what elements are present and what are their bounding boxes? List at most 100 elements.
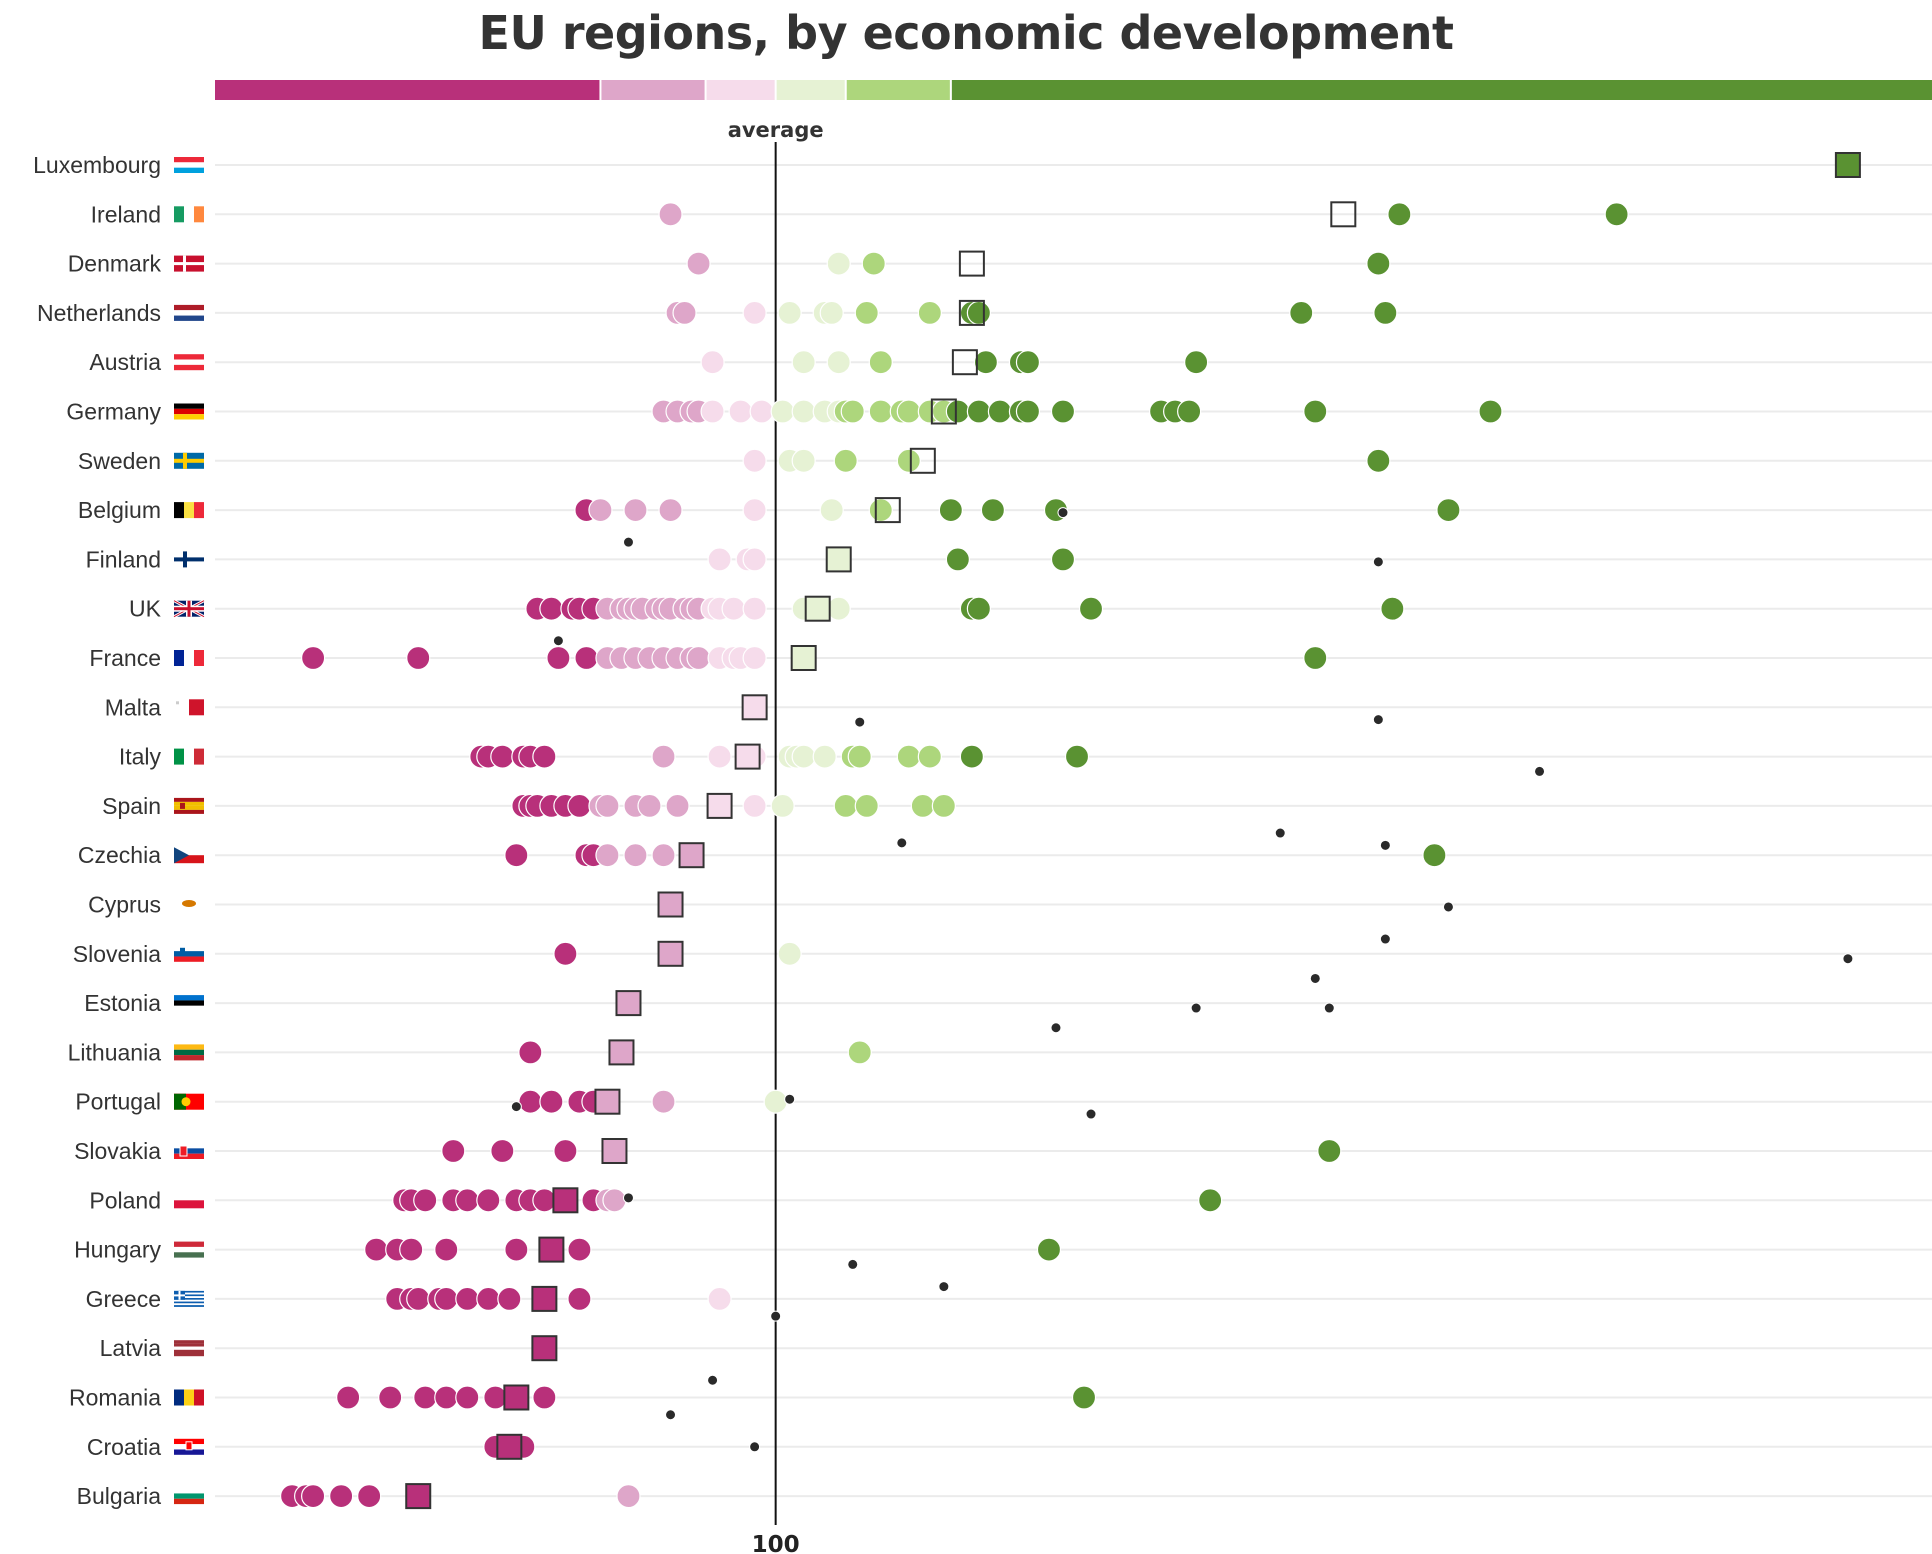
region-dot [518,1040,543,1065]
region-dot [819,300,844,325]
outlier-marker [552,635,564,647]
outlier-marker [1050,1022,1062,1034]
region-dot [854,793,879,819]
region-dots-netherlands [665,300,1398,325]
outlier-marker [1274,827,1286,839]
region-dot [441,1138,466,1164]
country-label: Netherlands [37,300,161,326]
region-dot [868,350,893,375]
region-dot [623,843,648,868]
region-dot [539,1089,564,1114]
region-dot [574,645,599,671]
region-dots-ireland [658,202,1629,227]
region-dot [1015,399,1041,424]
region-dot [553,941,578,966]
country-average-marker [804,595,831,622]
country-average-marker [594,1088,621,1115]
color-scale-bar [215,80,1932,100]
region-dot [434,1385,459,1410]
region-dot [707,744,732,769]
outlier-marker [1323,1002,1335,1014]
scale-band [705,80,776,100]
slovakia-flag-icon [174,1143,204,1159]
region-dot [539,596,564,621]
country-label: Slovenia [73,941,161,967]
region-dot [777,941,802,966]
region-dot [1078,596,1104,621]
slovenia-flag-icon [174,945,204,962]
lithuania-flag-icon [174,1044,204,1061]
malta-flag-icon [174,699,204,716]
region-dot [490,744,515,769]
outlier-marker [1085,1108,1097,1120]
region-dot [651,744,676,769]
portugal-flag-icon [174,1093,204,1110]
country-label: Ireland [91,201,161,227]
region-dot [476,1188,501,1213]
country-average-markers [405,152,1861,1510]
country-label: France [89,645,161,671]
region-dots-austria [700,350,1209,375]
country-label: Croatia [87,1434,161,1460]
region-dot [917,300,942,325]
region-dot [616,1483,641,1509]
region-dot [1387,202,1412,227]
country-average-marker [657,940,684,967]
region-dot [1317,1138,1342,1164]
country-label: Slovakia [74,1138,161,1164]
region-dot [812,744,837,769]
region-dot [546,645,571,671]
country-average-marker [958,299,985,326]
region-dot [826,350,851,375]
region-dots-greece [385,1286,732,1312]
region-dot [980,498,1006,523]
region-dot [966,596,991,621]
region-dot [700,350,725,375]
outlier-marker [1379,839,1391,851]
region-dot [399,1237,424,1262]
country-label: Bulgaria [77,1483,162,1509]
region-dot [987,399,1013,424]
region-dot [532,744,557,769]
outlier-markers [510,507,1854,1453]
region-dot [406,1286,431,1312]
region-dot [1366,448,1391,473]
region-dot [819,498,844,523]
region-dot [791,399,816,424]
region-dot [791,448,816,473]
country-label: Romania [69,1385,161,1411]
region-dot [1050,547,1076,572]
region-dot [938,498,963,523]
country-label: Luxembourg [33,152,161,178]
spain-flag-icon [174,797,204,814]
outlier-marker [938,1281,950,1293]
region-dot [336,1385,361,1410]
outlier-marker [1379,933,1391,945]
region-dot [742,645,767,671]
region-dot [770,793,795,819]
region-dot [329,1483,354,1509]
country-label: Austria [89,349,161,375]
country-average-marker [608,1039,635,1066]
region-dot [966,300,991,325]
country-label: Czechia [78,842,161,868]
region-dot [868,498,893,523]
outlier-marker [622,1192,634,1204]
country-average-marker [552,1187,579,1214]
region-dot [861,251,886,276]
region-dot [966,399,991,424]
bulgaria-flag-icon [174,1488,204,1505]
outlier-marker [770,1310,782,1322]
region-dot [959,744,984,769]
denmark-flag-icon [174,255,204,272]
outlier-marker [1372,556,1384,568]
region-dot [413,1188,438,1213]
region-dot [973,350,998,375]
hungary-flag-icon [174,1241,204,1258]
region-dot [749,399,774,424]
country-label: Hungary [74,1237,161,1263]
scale-band [600,80,706,100]
country-average-marker [874,497,901,524]
scale-band [775,80,846,100]
